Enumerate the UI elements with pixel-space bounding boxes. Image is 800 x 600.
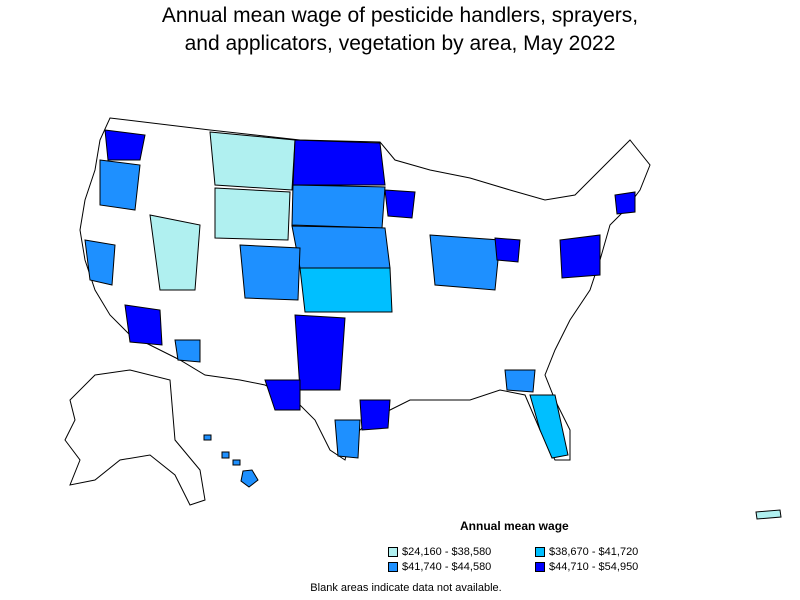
legend-swatch-3 xyxy=(388,562,398,572)
region-west-texas xyxy=(264,379,301,411)
region-ohio xyxy=(494,237,521,263)
legend-label-1: $24,160 - $38,580 xyxy=(402,546,492,558)
region-nevada xyxy=(149,214,201,291)
alaska-outline xyxy=(64,369,206,506)
legend-swatch-1 xyxy=(388,547,398,557)
region-california-north xyxy=(84,239,116,286)
region-illinois-indiana xyxy=(429,234,501,291)
region-colorado xyxy=(239,244,301,301)
title-line-1: Annual mean wage of pesticide handlers, … xyxy=(161,4,639,27)
footnote: Blank areas indicate data not available. xyxy=(310,582,502,594)
hawaii-kauai xyxy=(203,434,212,441)
title-line-2: and applicators, vegetation by area, May… xyxy=(184,32,616,55)
region-mid-atlantic xyxy=(559,234,601,279)
region-texas-panhandle xyxy=(294,314,346,391)
map-title: Annual mean wage of pesticide handlers, … xyxy=(0,2,800,58)
region-washington-west xyxy=(104,129,146,161)
legend-item-1: $24,160 - $38,580 xyxy=(388,546,491,558)
region-arizona xyxy=(174,339,201,363)
legend-label-4: $44,710 - $54,950 xyxy=(549,561,639,573)
region-north-dakota xyxy=(292,139,386,186)
hawaii-oahu xyxy=(221,451,230,459)
legend-swatch-2 xyxy=(535,547,545,557)
region-oregon xyxy=(99,159,141,211)
region-nebraska xyxy=(291,225,391,269)
puerto-rico xyxy=(755,509,782,520)
legend-item-3: $41,740 - $44,580 xyxy=(388,561,491,573)
legend-item-2: $38,670 - $41,720 xyxy=(535,546,638,558)
region-south-dakota xyxy=(291,184,386,229)
region-florida xyxy=(529,394,569,459)
region-texas-gulf xyxy=(359,399,391,431)
region-wyoming xyxy=(214,187,291,241)
legend-title: Annual mean wage xyxy=(460,519,569,533)
legend-label-3: $41,740 - $44,580 xyxy=(402,561,492,573)
hawaii-maui xyxy=(232,459,241,466)
region-new-england xyxy=(614,191,636,215)
region-kansas xyxy=(299,267,393,313)
legend-label-2: $38,670 - $41,720 xyxy=(549,546,639,558)
region-iowa-minnesota xyxy=(384,189,416,219)
legend-swatch-4 xyxy=(535,562,545,572)
legend-item-4: $44,710 - $54,950 xyxy=(535,561,638,573)
hawaii-island xyxy=(240,469,259,488)
region-california-south xyxy=(124,304,163,346)
region-montana-east xyxy=(209,131,296,191)
region-georgia-coast xyxy=(504,369,536,393)
region-south-texas xyxy=(334,419,361,459)
